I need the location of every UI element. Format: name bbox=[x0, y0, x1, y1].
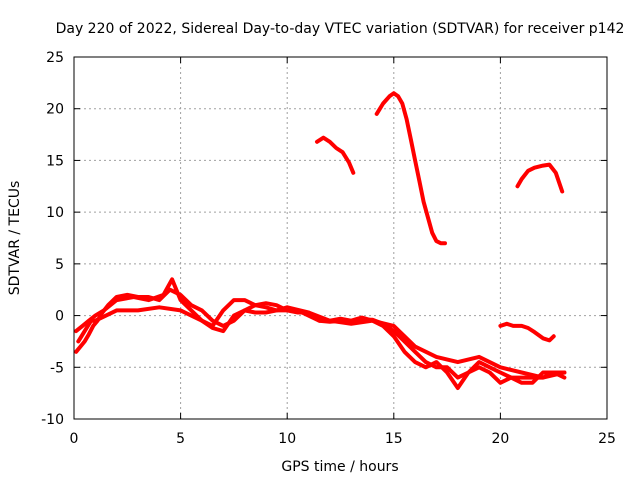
y-tick-label: -5 bbox=[50, 360, 64, 376]
series-group bbox=[74, 91, 567, 390]
series-track-5 bbox=[374, 91, 447, 246]
x-tick-label: 0 bbox=[70, 431, 79, 447]
y-tick-label: 15 bbox=[46, 153, 64, 169]
y-tick-label: 25 bbox=[46, 50, 64, 66]
series-track-6 bbox=[515, 162, 565, 194]
x-tick-label: 10 bbox=[278, 431, 296, 447]
plot-frame bbox=[73, 56, 608, 420]
series-track-7 bbox=[498, 321, 556, 343]
series-track-2 bbox=[74, 277, 567, 390]
y-tick-label: 20 bbox=[46, 102, 64, 118]
chart-title: Day 220 of 2022, Sidereal Day-to-day VTE… bbox=[56, 21, 625, 37]
x-tick-label: 15 bbox=[385, 431, 403, 447]
y-tick-label: -10 bbox=[41, 412, 64, 428]
y-tick-label: 0 bbox=[55, 309, 64, 325]
x-tick-label: 20 bbox=[491, 431, 509, 447]
y-tick-label: 10 bbox=[46, 205, 64, 221]
grid bbox=[74, 57, 607, 419]
x-tick-label: 5 bbox=[176, 431, 185, 447]
series-track-3 bbox=[76, 305, 567, 380]
y-tick-label: 5 bbox=[55, 257, 64, 273]
x-axis-label: GPS time / hours bbox=[281, 459, 398, 475]
x-tick-label: 25 bbox=[598, 431, 616, 447]
y-axis-label: SDTVAR / TECUs bbox=[7, 181, 23, 296]
series-track-4 bbox=[315, 135, 356, 175]
